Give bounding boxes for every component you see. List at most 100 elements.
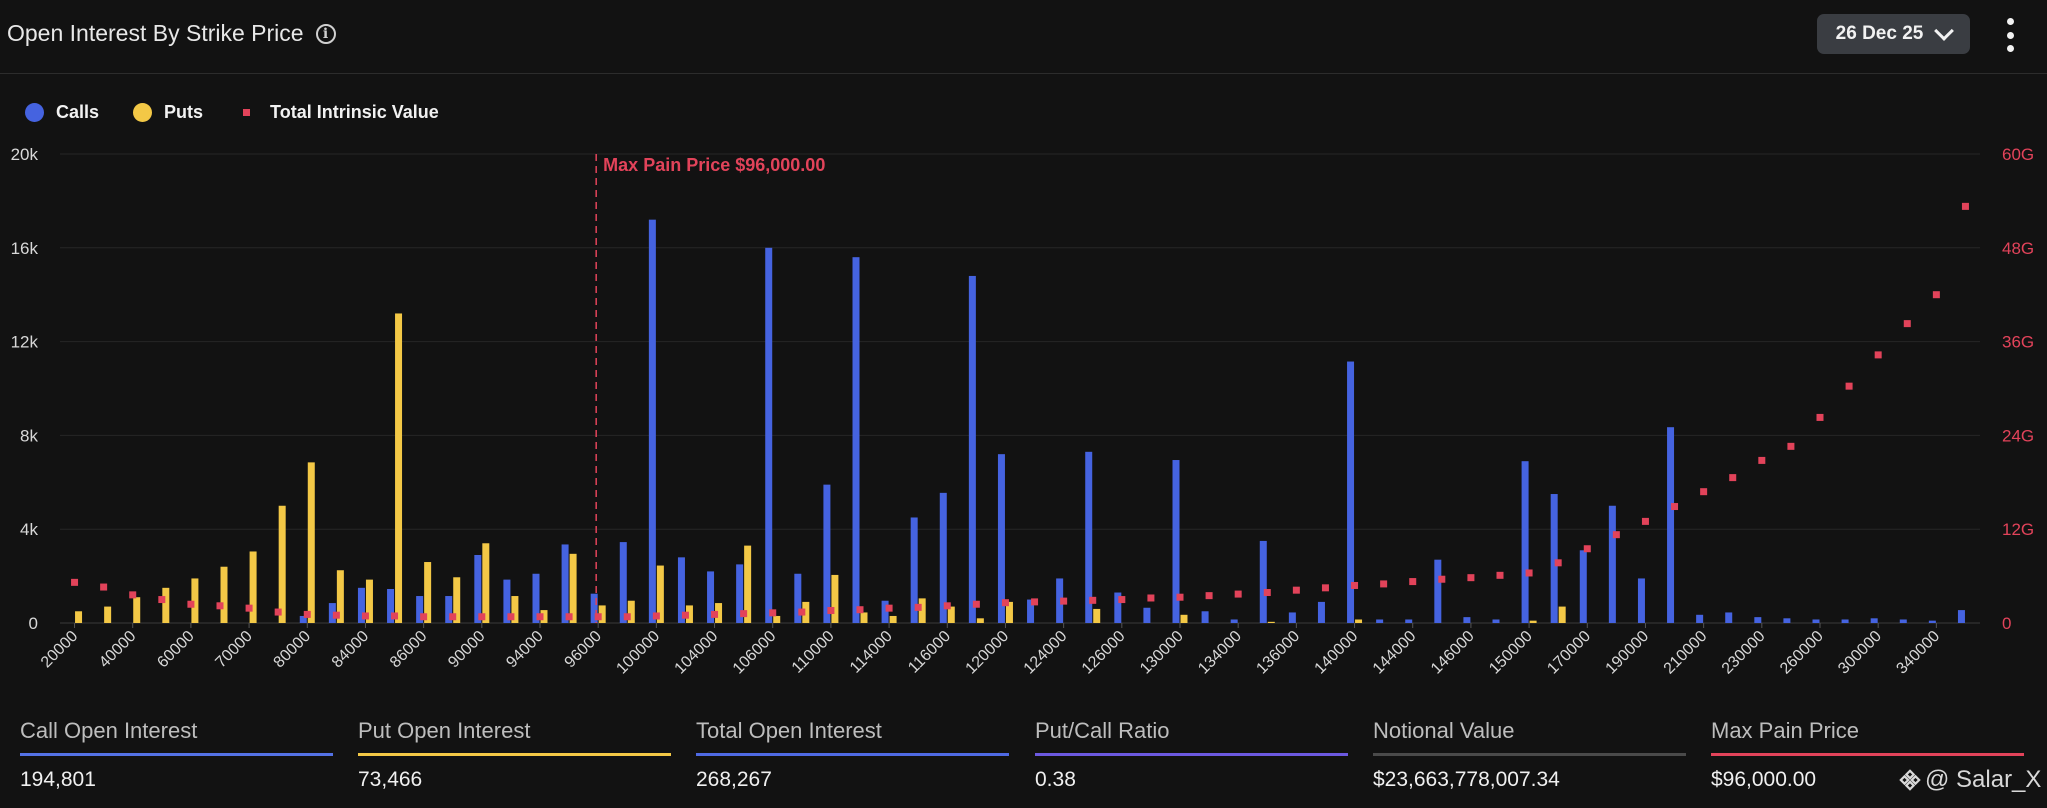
intrinsic-value-point xyxy=(274,608,282,616)
intrinsic-value-point xyxy=(187,600,195,608)
legend-label-calls: Calls xyxy=(56,102,100,122)
intrinsic-value-point xyxy=(1409,578,1417,586)
y-left-tick-label: 20k xyxy=(11,145,39,164)
legend-item-puts[interactable]: Puts xyxy=(133,102,203,123)
x-tick-label: 70000 xyxy=(212,628,256,672)
header: Open Interest By Strike Price i 26 Dec 2… xyxy=(0,0,2047,74)
puts-bar xyxy=(191,578,199,623)
calls-bar xyxy=(677,557,685,623)
legend-item-calls[interactable]: Calls xyxy=(25,102,99,123)
calls-bar xyxy=(765,247,773,624)
intrinsic-value-point xyxy=(914,603,922,611)
expiry-date-dropdown[interactable]: 26 Dec 25 xyxy=(1817,14,1970,54)
intrinsic-value-point xyxy=(1176,593,1184,601)
puts-bar xyxy=(976,618,984,623)
calls-bar xyxy=(1550,494,1558,623)
calls-bar xyxy=(881,600,889,623)
intrinsic-value-point xyxy=(1205,592,1213,600)
intrinsic-value-point xyxy=(565,613,573,621)
stat-underline xyxy=(696,753,1009,756)
intrinsic-value-point xyxy=(1031,598,1039,606)
calls-bar xyxy=(1521,461,1529,623)
calls-bar xyxy=(1957,610,1965,623)
intrinsic-value-point xyxy=(1729,474,1737,482)
intrinsic-value-point xyxy=(1932,291,1940,299)
puts-bar xyxy=(918,598,926,623)
x-tick-label: 150000 xyxy=(1486,628,1536,678)
x-tick-label: 230000 xyxy=(1719,628,1769,678)
puts-bar xyxy=(220,566,228,623)
puts-bar xyxy=(1180,614,1188,623)
calls-bar xyxy=(1579,550,1587,623)
info-icon[interactable]: i xyxy=(315,23,336,44)
intrinsic-value-point xyxy=(245,604,253,612)
intrinsic-value-point xyxy=(129,591,137,599)
legend-marker-puts xyxy=(133,103,153,122)
calls-bar xyxy=(328,603,336,623)
legend-item-intrinsic[interactable]: Total Intrinsic Value xyxy=(237,102,439,123)
chart-legend: Calls Puts Total Intrinsic Value xyxy=(25,102,473,123)
calls-bar xyxy=(1841,619,1849,623)
legend-label-intrinsic: Total Intrinsic Value xyxy=(270,102,439,122)
x-tick-label: 80000 xyxy=(271,628,315,672)
calls-bar xyxy=(823,484,831,623)
calls-bar xyxy=(1230,619,1238,623)
puts-bar xyxy=(453,577,461,623)
x-tick-label: 40000 xyxy=(96,628,140,672)
calls-bar xyxy=(1114,592,1122,623)
intrinsic-value-point xyxy=(158,596,166,604)
kebab-dot xyxy=(2006,31,2014,39)
stat-value: 73,466 xyxy=(358,768,423,791)
puts-bar xyxy=(773,615,781,623)
intrinsic-value-point xyxy=(827,606,835,614)
puts-bar xyxy=(1267,621,1275,623)
stat-value: 268,267 xyxy=(696,768,772,791)
intrinsic-value-point xyxy=(1758,456,1766,464)
chart-title-group: Open Interest By Strike Price i xyxy=(7,20,336,47)
calls-bar xyxy=(1870,618,1878,623)
legend-label-puts: Puts xyxy=(164,102,204,122)
puts-bar xyxy=(249,551,257,623)
x-tick-label: 190000 xyxy=(1603,628,1653,678)
intrinsic-value-point xyxy=(594,613,602,621)
intrinsic-value-point xyxy=(332,611,340,619)
intrinsic-value-point xyxy=(391,612,399,620)
calls-bar xyxy=(387,588,395,623)
x-tick-label: 86000 xyxy=(387,628,431,672)
y-right-tick-label: 12G xyxy=(2002,520,2034,539)
puts-bar xyxy=(860,612,868,623)
x-tick-label: 144000 xyxy=(1370,628,1420,678)
x-tick-label: 84000 xyxy=(329,628,373,672)
puts-bar xyxy=(656,565,664,623)
x-tick-label: 136000 xyxy=(1253,628,1303,678)
intrinsic-value-point xyxy=(361,612,369,620)
x-tick-label: 170000 xyxy=(1544,628,1594,678)
calls-bar xyxy=(1027,599,1035,623)
calls-bar xyxy=(1463,617,1471,623)
stat-value: 0.38 xyxy=(1035,768,1076,791)
more-options-icon[interactable] xyxy=(2000,18,2020,52)
x-tick-label: 110000 xyxy=(789,628,838,677)
puts-bar xyxy=(307,462,315,623)
x-tick-label: 94000 xyxy=(503,628,547,672)
puts-bar xyxy=(424,562,432,623)
legend-marker-calls xyxy=(25,103,44,122)
calls-bar xyxy=(997,454,1005,623)
puts-bar xyxy=(947,606,955,623)
x-tick-label: 140000 xyxy=(1312,628,1362,678)
x-tick-label: 114000 xyxy=(847,628,896,677)
intrinsic-value-point xyxy=(1147,594,1155,602)
puts-bar xyxy=(831,574,839,623)
calls-bar xyxy=(1288,612,1296,623)
legend-marker-intrinsic xyxy=(243,109,251,116)
intrinsic-value-point xyxy=(1292,586,1300,594)
intrinsic-value-point xyxy=(100,583,108,591)
intrinsic-value-point xyxy=(711,610,719,618)
intrinsic-value-point xyxy=(740,610,748,618)
watermark: @ Salar_X xyxy=(1899,766,2041,794)
intrinsic-value-point xyxy=(798,608,806,616)
intrinsic-value-point xyxy=(1118,596,1126,604)
intrinsic-value-point xyxy=(1525,569,1533,577)
intrinsic-value-point xyxy=(1438,575,1446,583)
calls-bar xyxy=(1783,618,1791,623)
